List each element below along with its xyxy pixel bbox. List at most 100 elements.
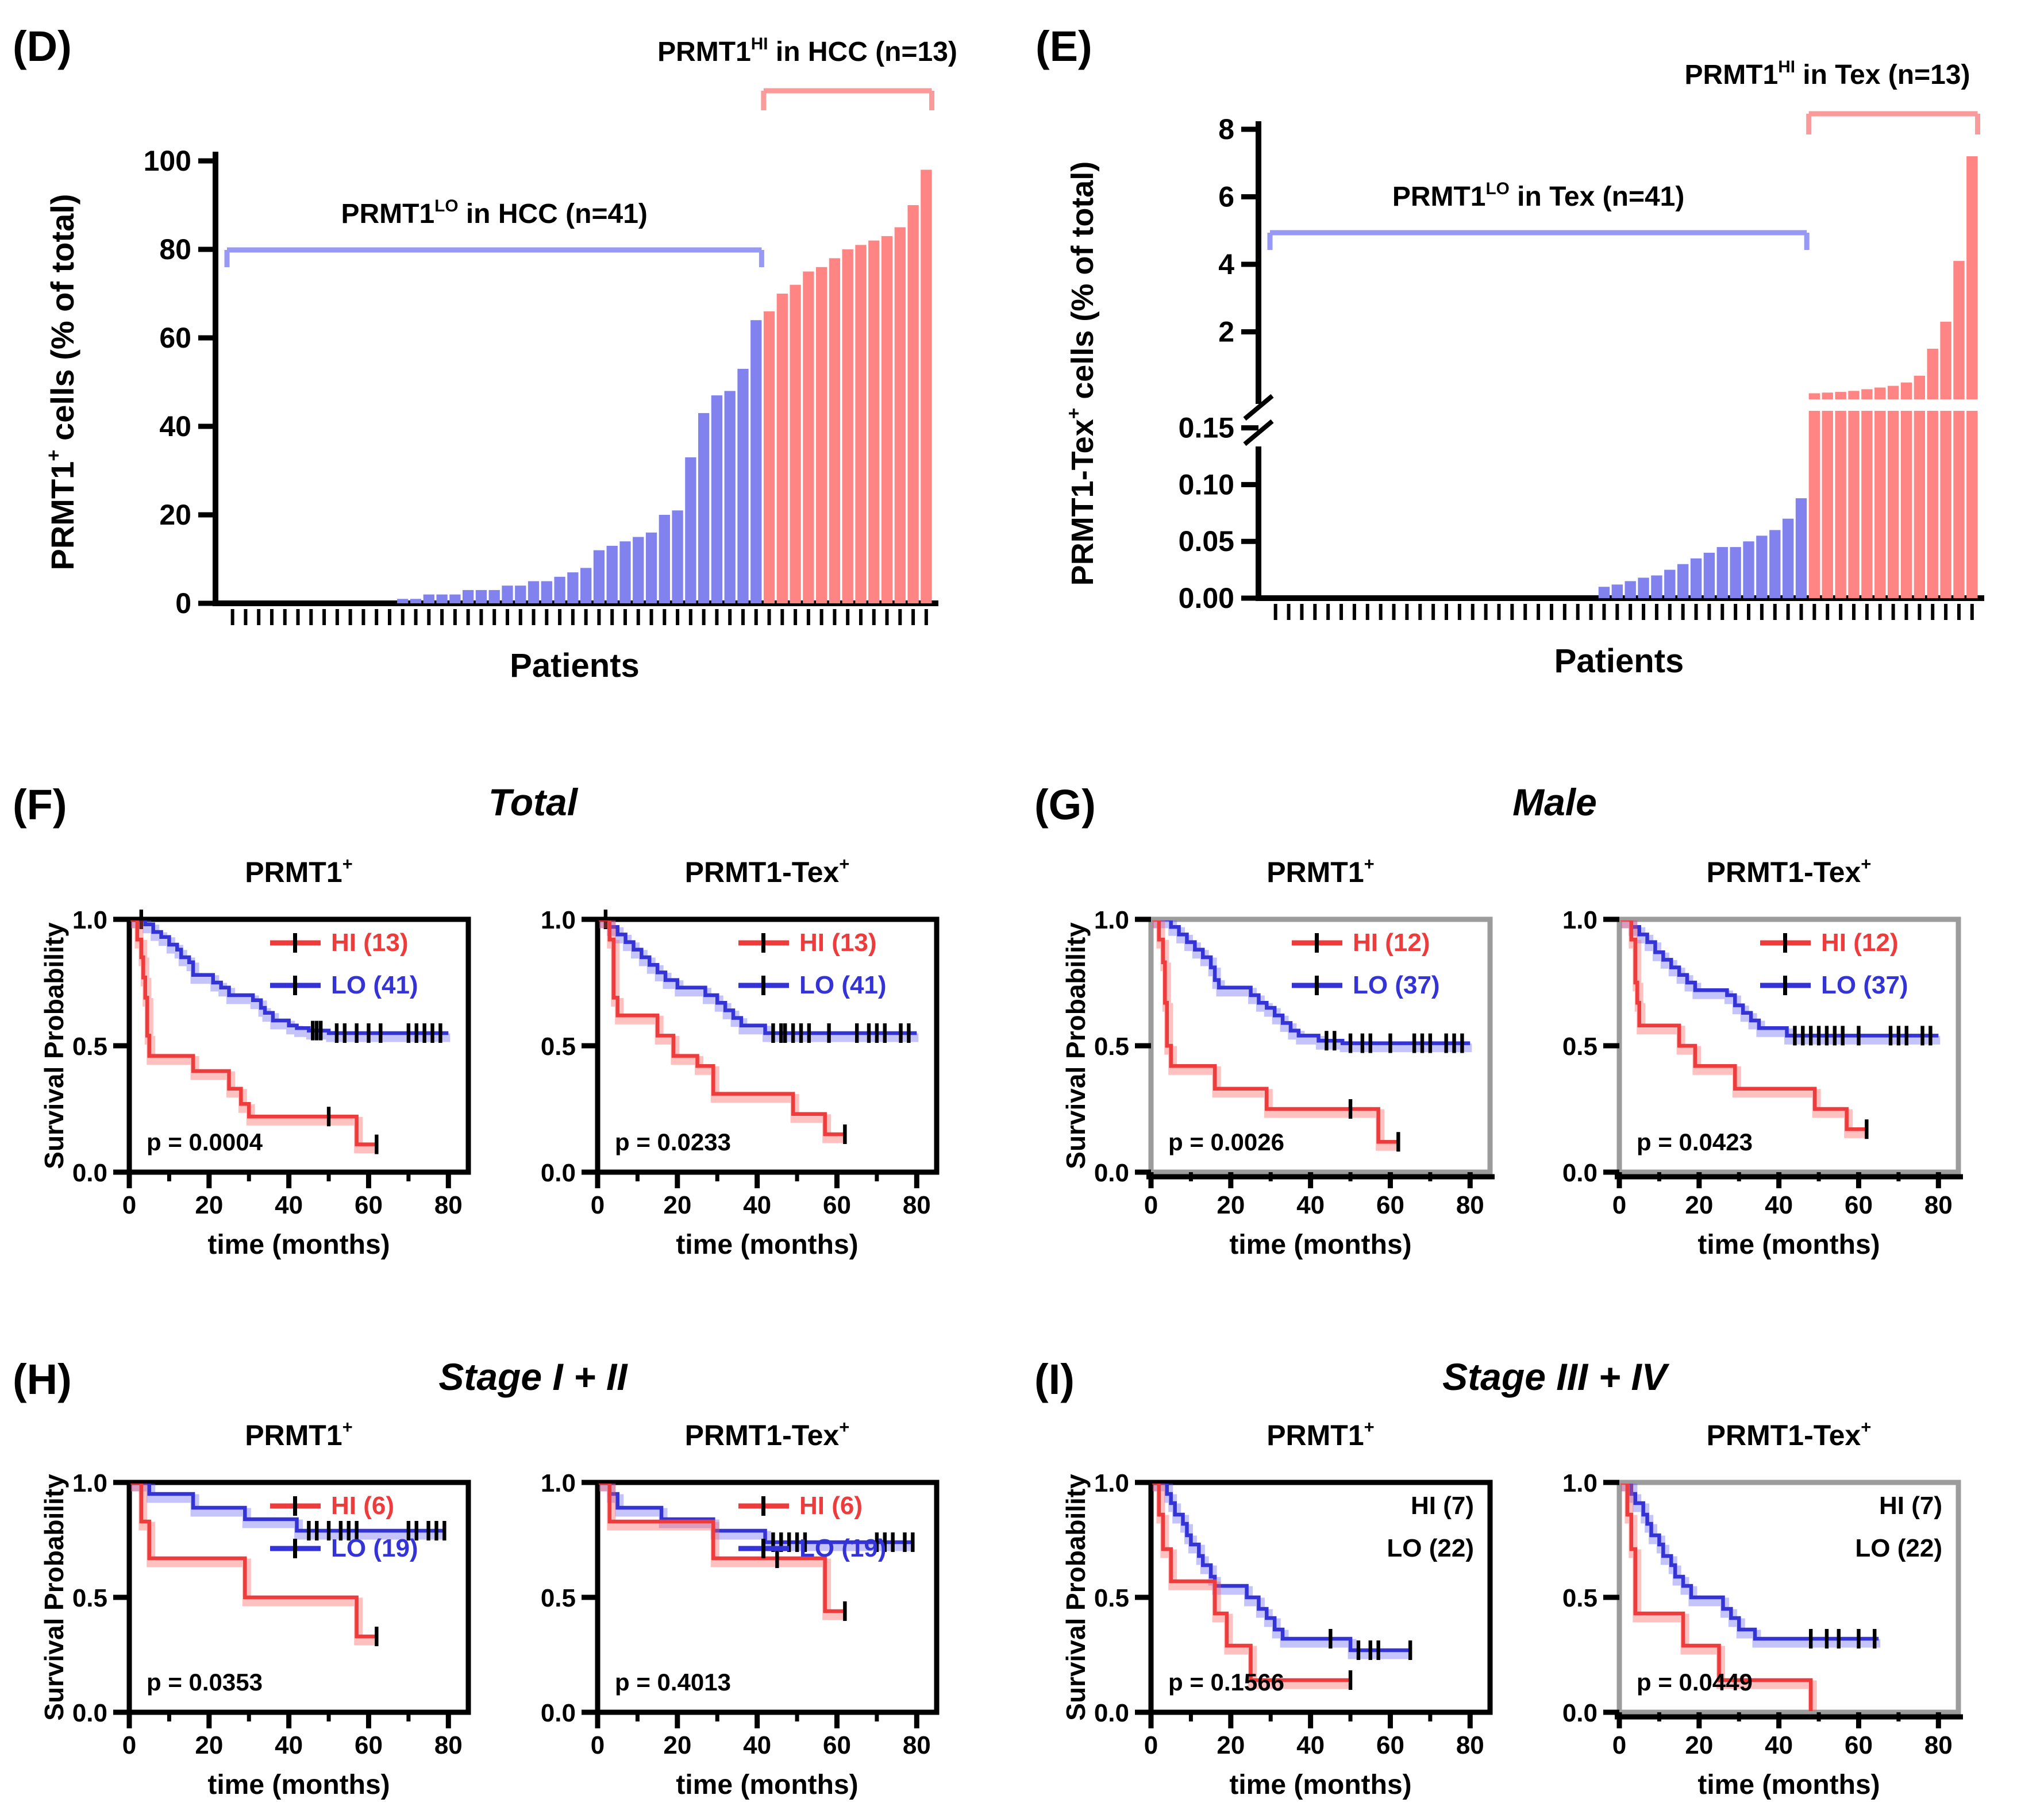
bar	[1769, 530, 1781, 598]
bar	[1611, 584, 1623, 598]
bar	[606, 545, 618, 603]
bar	[1638, 577, 1649, 598]
y-tick-label: 0.0	[72, 1159, 107, 1187]
censor-tick	[867, 1023, 871, 1043]
censor-tick	[1396, 1132, 1400, 1152]
p-value-label: p = 0.0233	[615, 1128, 731, 1155]
y-tick-label: 0	[175, 587, 191, 619]
x-tick-label: 60	[1376, 1731, 1404, 1759]
bar	[1927, 348, 1938, 399]
y-tick-label: 0.0	[72, 1699, 107, 1727]
bar	[1782, 518, 1794, 598]
censor-tick	[1412, 1033, 1416, 1053]
y-tick-label: 0.0	[1094, 1159, 1129, 1187]
censor-tick	[434, 1521, 438, 1540]
km-curve-hi	[1620, 1484, 1817, 1711]
bar	[1730, 547, 1741, 598]
censor-tick	[1928, 1026, 1933, 1046]
subplot-title: PRMT1-Tex+	[685, 854, 850, 888]
censor-marks	[771, 1532, 915, 1552]
curve-line	[1152, 1484, 1411, 1653]
censor-tick	[1816, 1026, 1821, 1046]
censor-tick	[791, 1023, 795, 1043]
y-tick-label: 0.5	[72, 1584, 107, 1612]
censor-tick	[795, 1532, 799, 1552]
censor-tick	[426, 1521, 430, 1540]
bar	[436, 594, 448, 603]
censor-marks	[326, 1107, 379, 1154]
legend-marker-censor	[761, 976, 765, 995]
x-axis-label: time (months)	[1229, 1230, 1411, 1260]
y-tick-label: 1.0	[1094, 1469, 1129, 1497]
panel-letter-i: (I)	[1034, 1355, 1075, 1403]
legend: HI (12) LO (37)	[1760, 929, 1908, 999]
censor-tick	[338, 1521, 343, 1540]
censor-tick	[1420, 1033, 1425, 1053]
panel-i: (I) Stage III + IV PRMT1+ 1.0 0.5 0.0 0 20 40 6…	[1027, 1339, 2044, 1818]
p-value-label: p = 0.4013	[615, 1669, 731, 1696]
censor-tick	[1808, 1629, 1813, 1648]
censor-tick	[406, 1521, 411, 1540]
bracket-lo	[1267, 230, 1810, 250]
y-tick-label: 1.0	[1562, 1469, 1598, 1497]
legend-marker-censor	[1315, 933, 1319, 953]
bar	[1716, 547, 1728, 598]
bar	[397, 599, 409, 603]
km-charts-stage-1-2: PRMT1+ 1.0 0.5 0.0 0 20 40 60 80 time (months) Sur…	[39, 1417, 940, 1800]
censor-tick	[1888, 1026, 1893, 1046]
censor-tick	[787, 1532, 791, 1552]
x-tick-label: 80	[903, 1191, 931, 1219]
legend-marker-censor	[761, 1496, 765, 1516]
y-axis-label: Survival Probability	[1061, 922, 1091, 1169]
p-value-label: p = 0.0026	[1168, 1128, 1284, 1155]
x-tick-label: 0	[122, 1191, 136, 1219]
y-axis-label: Survival Probability	[39, 1474, 69, 1721]
km-charts-male: PRMT1+ 1.0 0.5 0.0 0 20 40 60 80 time (months) Sur…	[1061, 854, 1963, 1260]
censor-marks	[1348, 1670, 1353, 1690]
x-tick-label: 40	[1765, 1731, 1793, 1759]
legend-marker-censor	[293, 1496, 297, 1516]
y-tick-label: 0.5	[72, 1033, 107, 1061]
patient-ticks	[230, 609, 928, 625]
km-subplot: PRMT1-Tex+ 1.0 0.5 0.0 0 20 40 60 80 time (months…	[1562, 854, 1963, 1260]
panel-f: (F) Total PRMT1+ 1.0 0.5 0.0 0 20 40 60 80 time (…	[6, 764, 1023, 1281]
censor-marks	[307, 1521, 446, 1540]
curve-line	[1620, 1484, 1813, 1711]
censor-tick	[347, 1521, 351, 1540]
x-tick-label: 80	[1456, 1731, 1484, 1759]
bar	[502, 586, 513, 603]
x-tick-label: 20	[1685, 1731, 1713, 1759]
bar	[881, 236, 893, 603]
x-tick-label: 60	[1845, 1191, 1873, 1219]
panel-letter-h: (H)	[13, 1355, 72, 1403]
x-tick-label: 80	[434, 1731, 463, 1759]
legend-label: LO (41)	[799, 971, 887, 999]
km-curve-lo	[1620, 920, 1941, 1045]
km-subplot: PRMT1-Tex+ 1.0 0.5 0.0 0 20 40 60 80 time (months…	[541, 1417, 940, 1800]
legend-marker-censor	[293, 1539, 297, 1558]
censor-tick	[422, 1023, 426, 1043]
curve-line	[1152, 920, 1399, 1144]
x-tick-label: 40	[1296, 1191, 1325, 1219]
legend-marker-censor	[1783, 933, 1787, 953]
y-tick-label: 1.0	[541, 1469, 576, 1497]
censor-tick	[1808, 1026, 1813, 1046]
bar-clipped	[1940, 411, 1951, 598]
bar	[1900, 382, 1912, 399]
p-value-label: p = 0.0423	[1637, 1128, 1753, 1155]
legend-label: LO (22)	[1387, 1534, 1474, 1562]
censor-tick	[899, 1023, 903, 1043]
censor-tick	[875, 1532, 879, 1552]
bar	[921, 170, 932, 603]
y-axis-label: PRMT1+ cells (% of total)	[43, 194, 80, 570]
plot-area: 0 20 40 60 80 100 Patients PRMT1+ cells (% of t…	[43, 34, 957, 684]
censor-marks	[1348, 1099, 1400, 1152]
x-tick-label: 80	[434, 1191, 463, 1219]
censor-tick	[1857, 1026, 1861, 1046]
curve-line	[599, 1484, 845, 1613]
y-tick-label: 1.0	[72, 1469, 107, 1497]
y-tick-label: 6	[1218, 181, 1234, 213]
curve-halo	[131, 920, 451, 1042]
y-tick-label: 0.05	[1179, 525, 1234, 557]
bar	[1664, 569, 1676, 598]
